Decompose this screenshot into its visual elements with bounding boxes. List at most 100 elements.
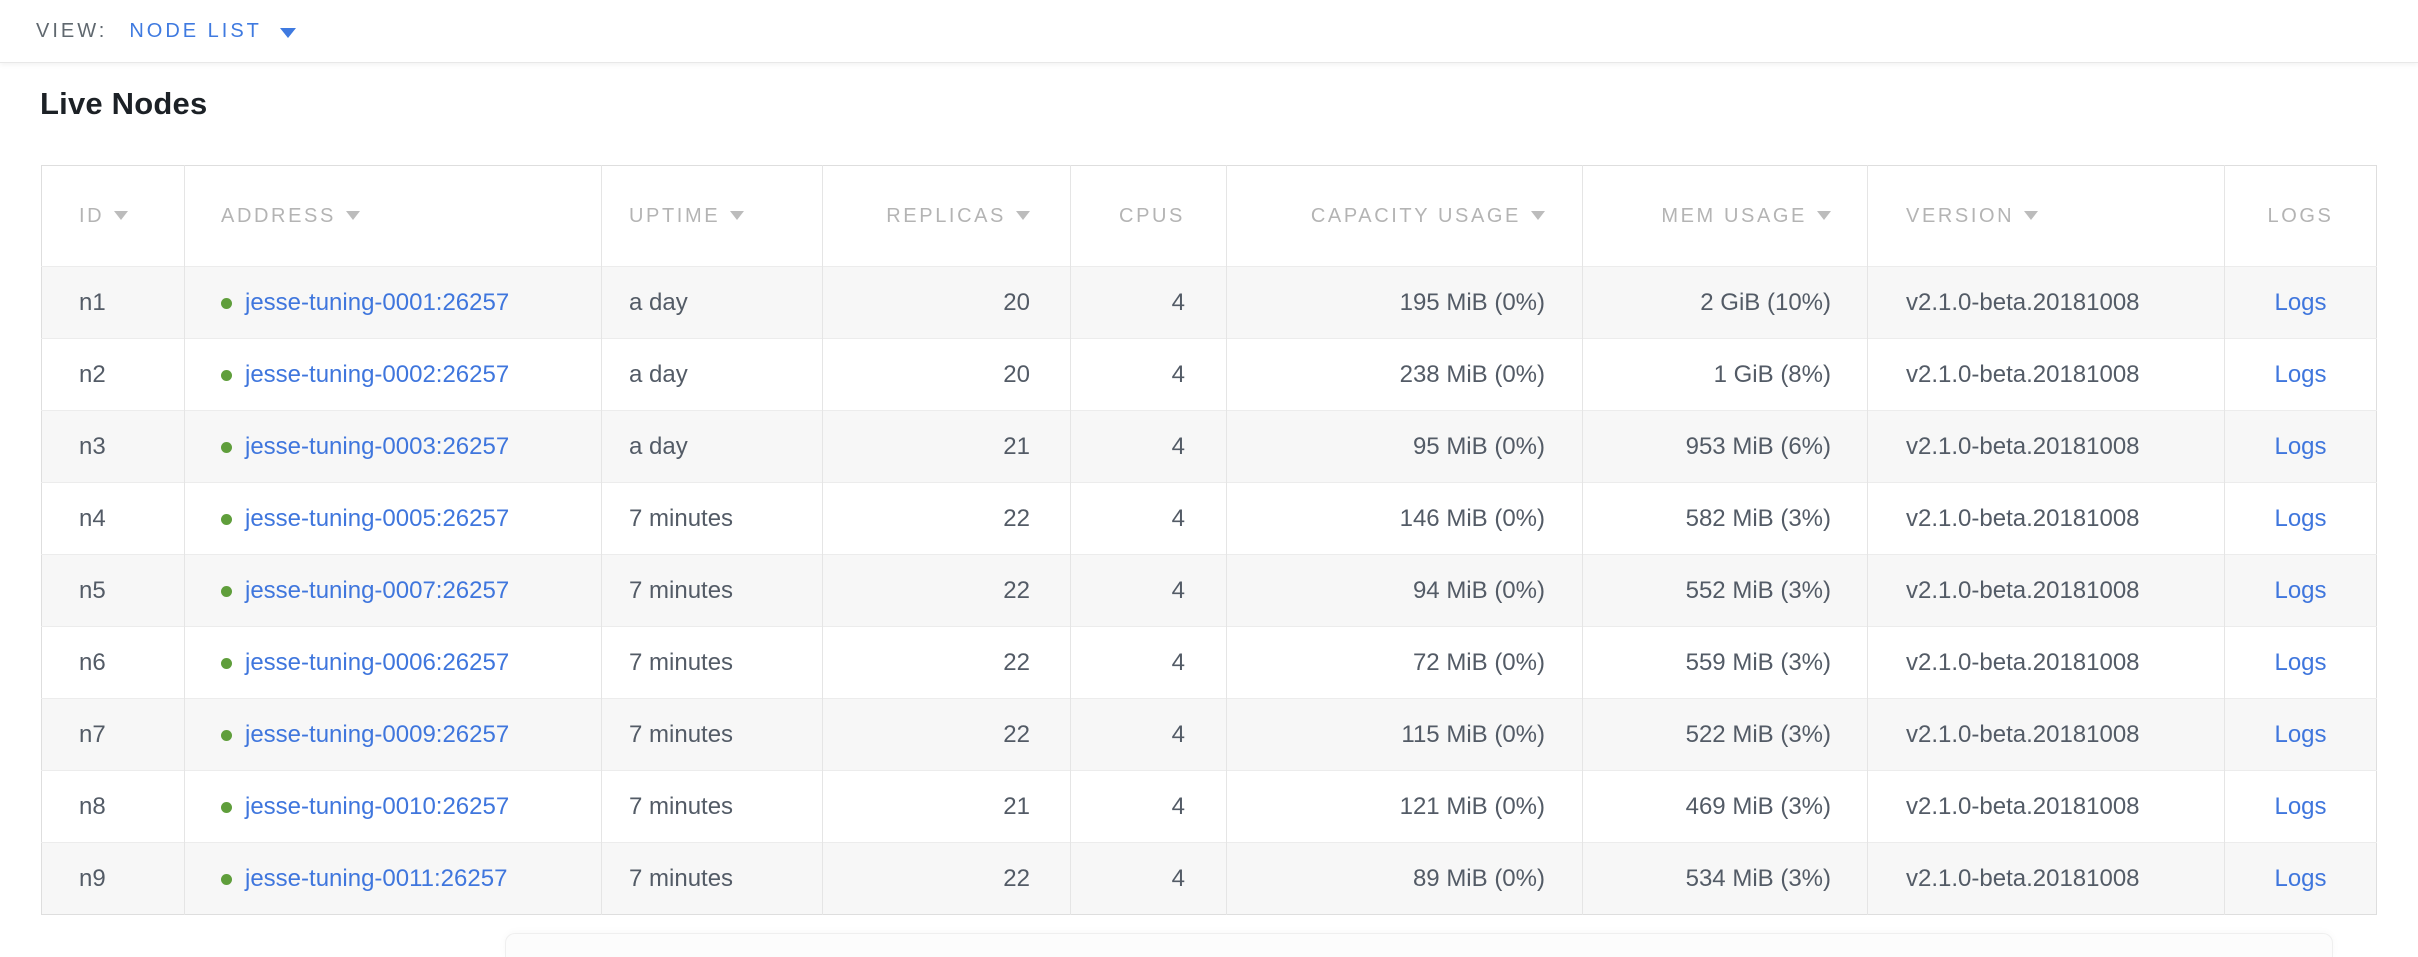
cell-value: 4 — [1171, 720, 1185, 748]
live-status-dot — [221, 585, 232, 597]
cell-value: 469 MiB (3%) — [1685, 792, 1831, 820]
cell-value: v2.1.0-beta.20181008 — [1906, 432, 2140, 460]
node-logs-link[interactable]: Logs — [2274, 648, 2327, 676]
cell-value: n6 — [79, 648, 106, 676]
node-address-link[interactable]: jesse-tuning-0001:26257 — [245, 288, 510, 316]
column-header-uptime[interactable]: UPTIME — [601, 165, 823, 267]
table-row: n9 jesse-tuning-0011:26257 7 minutes 22 4 89 … — [41, 842, 2377, 915]
live-status-dot — [221, 873, 232, 885]
column-header-replicas[interactable]: REPLICAS — [822, 165, 1071, 267]
cell-value: v2.1.0-beta.20181008 — [1906, 648, 2140, 676]
cell-id: n8 — [41, 770, 185, 843]
live-status-dot — [221, 657, 232, 669]
node-address-link[interactable]: jesse-tuning-0003:26257 — [245, 432, 510, 460]
column-header-id[interactable]: ID — [41, 165, 185, 267]
cell-cpus: 4 — [1070, 338, 1227, 411]
column-header-capacity[interactable]: CAPACITY USAGE — [1226, 165, 1583, 267]
cell-id: n2 — [41, 338, 185, 411]
cell-value: 534 MiB (3%) — [1685, 864, 1831, 892]
node-logs-link[interactable]: Logs — [2274, 288, 2327, 316]
cell-uptime: a day — [601, 266, 823, 339]
cell-address: jesse-tuning-0007:26257 — [184, 554, 602, 627]
cell-uptime: 7 minutes — [601, 698, 823, 771]
node-logs-link[interactable]: Logs — [2274, 864, 2327, 892]
column-header-version[interactable]: VERSION — [1867, 165, 2225, 267]
cell-logs: Logs — [2224, 554, 2377, 627]
table-row: n6 jesse-tuning-0006:26257 7 minutes 22 4 72 … — [41, 626, 2377, 699]
cell-capacity: 195 MiB (0%) — [1226, 266, 1583, 339]
cell-value: n7 — [79, 720, 106, 748]
column-header-label: CPUS — [1119, 204, 1185, 227]
cell-version: v2.1.0-beta.20181008 — [1867, 698, 2225, 771]
column-header-label: REPLICAS — [886, 204, 1006, 227]
column-header-mem[interactable]: MEM USAGE — [1582, 165, 1868, 267]
node-logs-link[interactable]: Logs — [2274, 432, 2327, 460]
cell-value: 20 — [1003, 360, 1030, 388]
bottom-panel-edge — [505, 933, 2333, 957]
node-logs-link[interactable]: Logs — [2274, 360, 2327, 388]
cell-value: 582 MiB (3%) — [1685, 504, 1831, 532]
column-header-address[interactable]: ADDRESS — [184, 165, 602, 267]
cell-version: v2.1.0-beta.20181008 — [1867, 410, 2225, 483]
node-address-link[interactable]: jesse-tuning-0002:26257 — [245, 360, 510, 388]
cell-id: n4 — [41, 482, 185, 555]
cell-replicas: 22 — [822, 482, 1071, 555]
cell-mem: 1 GiB (8%) — [1582, 338, 1868, 411]
cell-cpus: 4 — [1070, 626, 1227, 699]
cell-uptime: a day — [601, 410, 823, 483]
column-header-label: UPTIME — [629, 204, 721, 227]
cell-value: v2.1.0-beta.20181008 — [1906, 864, 2140, 892]
cell-id: n1 — [41, 266, 185, 339]
column-header-label: MEM USAGE — [1661, 204, 1807, 227]
cell-value: 552 MiB (3%) — [1685, 576, 1831, 604]
cell-mem: 953 MiB (6%) — [1582, 410, 1868, 483]
cell-id: n7 — [41, 698, 185, 771]
column-header-label: LOGS — [2267, 204, 2334, 227]
cell-version: v2.1.0-beta.20181008 — [1867, 626, 2225, 699]
cell-value: 22 — [1003, 648, 1030, 676]
cell-value: 7 minutes — [629, 792, 734, 820]
cell-address: jesse-tuning-0002:26257 — [184, 338, 602, 411]
view-bar: VIEW: NODE LIST — [0, 0, 2418, 63]
cell-version: v2.1.0-beta.20181008 — [1867, 842, 2225, 915]
sort-caret-icon — [1016, 210, 1030, 220]
cell-capacity: 146 MiB (0%) — [1226, 482, 1583, 555]
node-address-link[interactable]: jesse-tuning-0007:26257 — [245, 576, 510, 604]
node-logs-link[interactable]: Logs — [2274, 720, 2327, 748]
cell-value: 89 MiB (0%) — [1412, 864, 1545, 892]
node-logs-link[interactable]: Logs — [2274, 576, 2327, 604]
node-address-link[interactable]: jesse-tuning-0009:26257 — [245, 720, 510, 748]
cell-mem: 522 MiB (3%) — [1582, 698, 1868, 771]
cell-address: jesse-tuning-0010:26257 — [184, 770, 602, 843]
node-address-link[interactable]: jesse-tuning-0006:26257 — [245, 648, 510, 676]
cell-value: 95 MiB (0%) — [1412, 432, 1545, 460]
node-address-link[interactable]: jesse-tuning-0010:26257 — [245, 792, 510, 820]
cell-capacity: 94 MiB (0%) — [1226, 554, 1583, 627]
node-address-link[interactable]: jesse-tuning-0005:26257 — [245, 504, 510, 532]
cell-value: v2.1.0-beta.20181008 — [1906, 792, 2140, 820]
cell-value: v2.1.0-beta.20181008 — [1906, 576, 2140, 604]
cell-version: v2.1.0-beta.20181008 — [1867, 554, 2225, 627]
cell-logs: Logs — [2224, 410, 2377, 483]
node-logs-link[interactable]: Logs — [2274, 792, 2327, 820]
cell-id: n3 — [41, 410, 185, 483]
cell-replicas: 22 — [822, 554, 1071, 627]
node-logs-link[interactable]: Logs — [2274, 504, 2327, 532]
table-row: n3 jesse-tuning-0003:26257 a day 21 4 95 MiB … — [41, 410, 2377, 483]
column-header-cpus: CPUS — [1070, 165, 1227, 267]
cell-uptime: 7 minutes — [601, 770, 823, 843]
cell-value: 4 — [1171, 288, 1185, 316]
cell-logs: Logs — [2224, 482, 2377, 555]
cell-logs: Logs — [2224, 770, 2377, 843]
node-address-link[interactable]: jesse-tuning-0011:26257 — [245, 864, 508, 892]
cell-version: v2.1.0-beta.20181008 — [1867, 338, 2225, 411]
cell-uptime: 7 minutes — [601, 482, 823, 555]
cell-value: 22 — [1003, 576, 1030, 604]
cell-value: 22 — [1003, 720, 1030, 748]
sort-caret-icon — [114, 210, 129, 220]
view-selector-dropdown[interactable]: NODE LIST — [129, 20, 296, 43]
cell-id: n9 — [41, 842, 185, 915]
cell-value: 4 — [1171, 648, 1185, 676]
column-header-logs: LOGS — [2224, 165, 2377, 267]
cell-value: 4 — [1171, 576, 1185, 604]
